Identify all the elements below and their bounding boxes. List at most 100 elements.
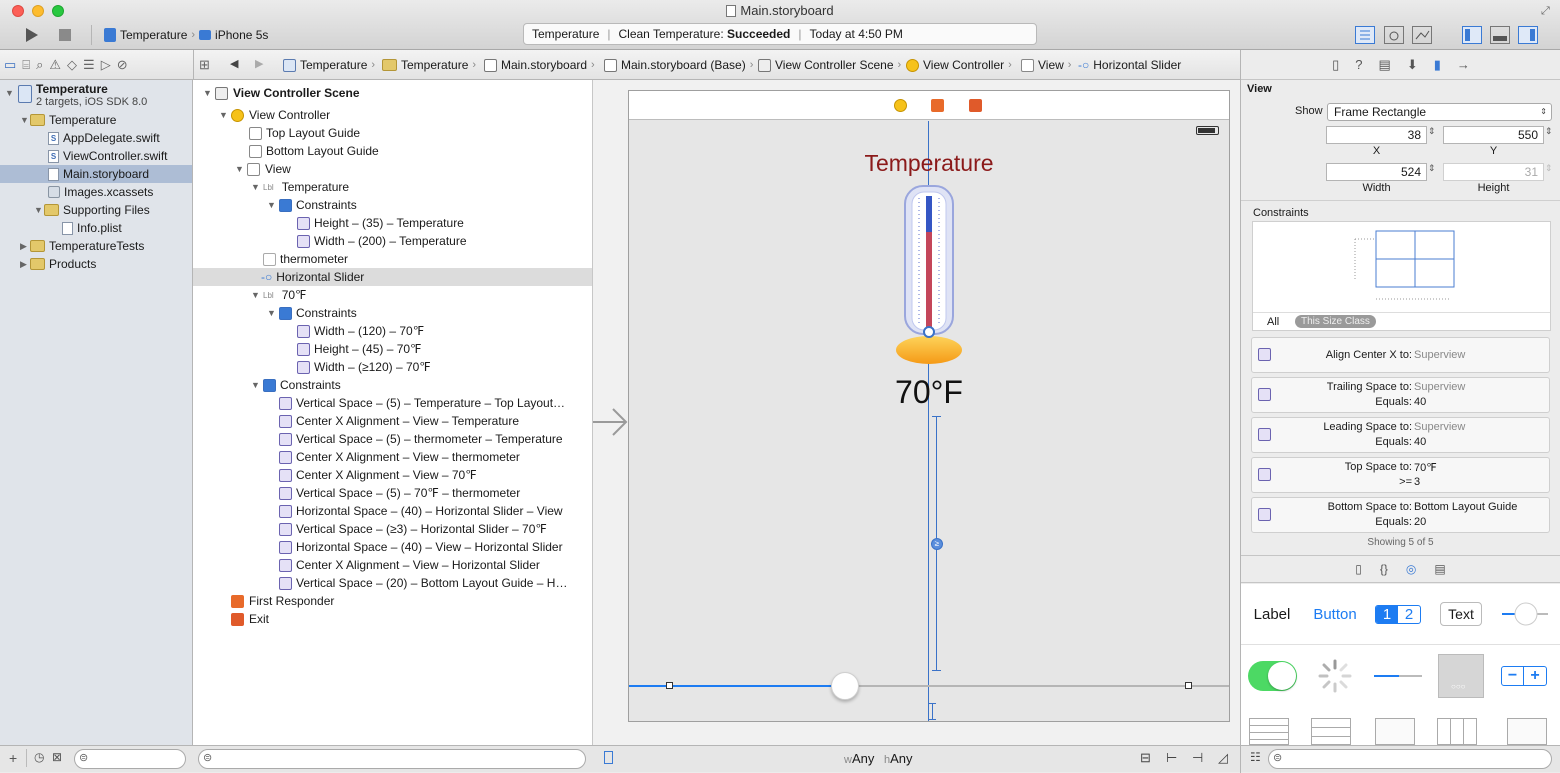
show-popup[interactable]: Frame Rectangle ⇕ [1327,103,1552,121]
constraints-tab-size-class[interactable]: This Size Class [1295,315,1376,328]
show-outline-icon[interactable] [604,751,613,764]
connections-inspector-icon[interactable]: → [1456,57,1470,72]
library-view-mode-icon[interactable]: ☷ [1250,750,1261,764]
x-field[interactable]: 38 [1326,126,1427,144]
size-class-control[interactable]: wAny hAny [844,751,913,766]
outline-row[interactable]: First Responder [193,592,592,610]
code-snippet-icon[interactable]: {} [1379,562,1388,576]
outline-row[interactable]: Vertical Space – (5) – thermometer – Tem… [193,430,592,448]
forward-button[interactable]: ▶ [255,58,264,70]
scheme-target[interactable]: Temperature [120,28,188,42]
scheme-selector[interactable]: Temperature › iPhone 5s [104,26,268,44]
library-segmented-control-item[interactable]: 1 2 [1367,586,1429,642]
outline-row[interactable]: Height – (35) – Temperature [193,214,592,232]
disclosure-open-icon[interactable]: ▼ [251,182,260,192]
stop-button[interactable] [52,24,78,46]
outline-row[interactable]: Center X Alignment – View – 70℉ [193,466,592,484]
constraint-card[interactable]: Align Center X to: Superview [1251,337,1550,373]
constraint-card[interactable]: Bottom Space to: Bottom Layout Guide Equ… [1251,497,1550,533]
outline-row[interactable]: ▼ Constraints [193,196,592,214]
jump-bar-item-group[interactable]: Temperature › [382,58,476,72]
outline-row[interactable]: ▼ Constraints [193,376,592,394]
disclosure-open-icon[interactable]: ▼ [34,205,43,215]
library-stepper-item[interactable]: − + [1493,648,1555,704]
navigator-item-folder[interactable]: ▶ TemperatureTests [0,237,192,255]
library-switch-item[interactable] [1241,648,1303,704]
symbol-navigator-icon[interactable]: ⌸ [22,57,31,72]
outline-row[interactable]: ▼ Lbl 70℉ [193,286,592,304]
debug-navigator-icon[interactable]: ☰ [83,57,95,72]
disclosure-open-icon[interactable]: ▼ [267,308,276,318]
outline-row[interactable]: Center X Alignment – View – thermometer [193,448,592,466]
outline-row[interactable]: ▼ View [193,160,592,178]
constraint-card[interactable]: Trailing Space to: Superview Equals: 40 [1251,377,1550,413]
x-stepper[interactable]: ⇕ [1428,126,1436,136]
outline-row[interactable]: Height – (45) – 70℉ [193,340,592,358]
scheme-device[interactable]: iPhone 5s [215,28,269,42]
outline-row-selected[interactable]: -○ Horizontal Slider [193,268,592,286]
disclosure-open-icon[interactable]: ▼ [235,164,244,174]
outline-row[interactable]: Top Layout Guide [193,124,592,142]
outline-row[interactable]: ▼ Lbl Temperature [193,178,592,196]
toggle-navigator-button[interactable] [1462,26,1482,44]
object-library-icon[interactable]: ◎ [1405,562,1417,576]
recent-files-icon[interactable]: ◷ [34,750,45,764]
file-template-icon[interactable]: ▯ [1355,562,1362,576]
add-icon[interactable]: + [9,750,18,766]
library-image-view-item[interactable] [1375,718,1415,745]
library-slider-item[interactable] [1493,586,1555,642]
version-editor-button[interactable] [1412,26,1432,44]
zoom-window-button[interactable] [52,5,64,17]
outline-row[interactable]: Vertical Space – (5) – Temperature – Top… [193,394,592,412]
jump-bar-item-file[interactable]: Main.storyboard › [484,58,595,72]
library-activity-indicator-item[interactable] [1304,648,1366,704]
navigator-filter-field[interactable]: ⊜ [74,749,186,769]
toggle-utilities-button[interactable] [1518,26,1538,44]
outline-row[interactable]: Width – (120) – 70℉ [193,322,592,340]
media-library-icon[interactable]: ▤ [1434,562,1446,576]
library-table-cell-item[interactable] [1311,718,1351,745]
resolve-issues-icon[interactable]: ◿ [1218,750,1228,765]
thermometer-image[interactable] [895,184,965,368]
navigator-item-folder[interactable]: ▶ Products [0,255,192,273]
disclosure-closed-icon[interactable]: ▶ [20,240,27,251]
outline-row[interactable]: Horizontal Space – (40) – View – Horizon… [193,538,592,556]
quick-help-icon[interactable]: ? [1355,57,1363,72]
width-field[interactable]: 524 [1326,163,1427,181]
disclosure-open-icon[interactable]: ▼ [5,88,14,98]
library-table-view-item[interactable] [1249,718,1289,745]
issue-navigator-icon[interactable]: ⚠ [49,57,62,72]
width-stepper[interactable]: ⇕ [1428,163,1436,173]
outline-row[interactable]: Vertical Space – (20) – Bottom Layout Gu… [193,574,592,592]
outline-row[interactable]: ▼ View Controller [193,106,592,124]
project-row[interactable]: ▼ Temperature 2 targets, iOS SDK 8.0 [0,82,192,110]
constraint-badge-icon[interactable]: ≥ [931,538,943,550]
jump-bar-item-scene[interactable]: View Controller Scene › [758,58,901,72]
standard-editor-button[interactable] [1355,26,1375,44]
outline-row[interactable]: Exit [193,610,592,628]
size-inspector-icon[interactable]: ▮ [1433,56,1441,72]
horizontal-slider[interactable] [629,670,1229,702]
pin-icon[interactable]: ⊣ [1192,750,1204,765]
outline-row[interactable]: Vertical Space – (≥3) – Horizontal Slide… [193,520,592,538]
log-navigator-icon[interactable]: ⊘ [116,57,128,72]
height-stepper[interactable]: ⇕ [1545,163,1553,173]
attributes-inspector-icon[interactable]: ⬇ [1406,56,1418,72]
disclosure-open-icon[interactable]: ▼ [251,380,260,390]
close-window-button[interactable] [12,5,24,17]
file-inspector-icon[interactable]: ▯ [1332,56,1340,72]
assistant-editor-button[interactable] [1384,26,1404,44]
view-controller-icon[interactable] [894,99,907,112]
navigator-item-folder[interactable]: ▼ Temperature [0,111,192,129]
outline-row[interactable]: thermometer [193,250,592,268]
navigator-item-file[interactable]: S AppDelegate.swift [0,129,192,147]
project-navigator-icon[interactable]: ▭ [4,57,17,72]
disclosure-open-icon[interactable]: ▼ [219,110,228,120]
library-page-control-item[interactable]: ○○○ [1430,648,1492,704]
jump-bar-item-controller[interactable]: View Controller › [906,58,1012,72]
navigator-item-file[interactable]: S ViewController.swift [0,147,192,165]
library-button-item[interactable]: Button [1313,605,1357,623]
resize-handle[interactable] [1185,682,1192,689]
disclosure-open-icon[interactable]: ▼ [20,115,29,125]
outline-row[interactable]: Center X Alignment – View – Horizontal S… [193,556,592,574]
